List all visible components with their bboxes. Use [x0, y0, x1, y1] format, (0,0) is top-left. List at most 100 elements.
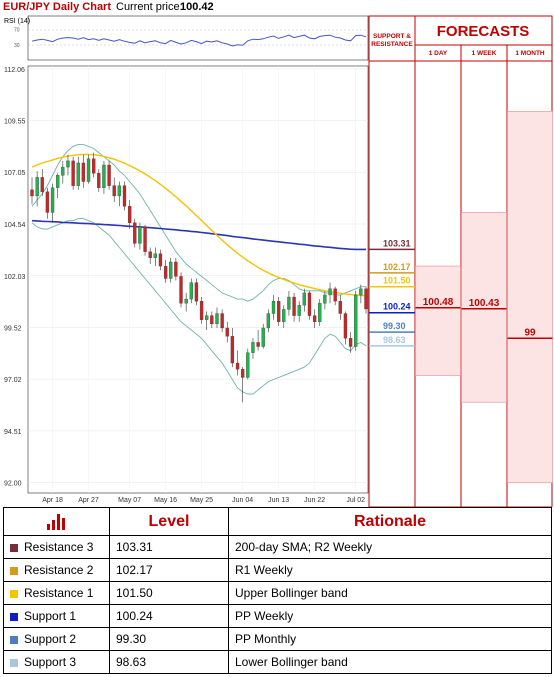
level-name-cell: Resistance 2 — [3, 558, 110, 582]
level-rationale-cell: 200-day SMA; R2 Weekly — [228, 535, 552, 559]
level-name-cell: Support 3 — [3, 650, 110, 674]
candle-up — [261, 327, 265, 347]
y-tick-label: 104.54 — [4, 222, 26, 229]
price-frame — [27, 65, 369, 494]
level-label: 98.63 — [383, 335, 406, 345]
bollinger-upper-line — [31, 143, 366, 302]
candle-down — [163, 265, 168, 279]
candle-down — [122, 185, 127, 207]
level-name-cell: Support 1 — [3, 604, 110, 628]
forecast-title: FORECASTS — [437, 23, 530, 40]
candle-up — [153, 253, 157, 258]
level-value-cell: 101.50 — [109, 581, 229, 605]
price-panel: 112.06 109.55 107.05 104.54 102.03 99.52 97.02… — [4, 65, 369, 504]
candle-down — [81, 162, 86, 182]
candle-up — [271, 301, 276, 314]
x-tick-label: Jun 04 — [232, 497, 253, 504]
candle-down — [210, 315, 214, 325]
candle-up — [318, 303, 322, 322]
candle-up — [205, 315, 209, 320]
candle-down — [230, 336, 235, 364]
candle-down — [312, 315, 317, 322]
level-label: 101.50 — [383, 276, 411, 286]
x-tick-label: May 16 — [154, 497, 177, 504]
level-rationale-cell: R1 Weekly — [228, 558, 552, 582]
forecast-range-box — [415, 265, 461, 376]
candle-up — [76, 162, 80, 186]
level-name: Resistance 3 — [24, 540, 94, 554]
x-tick-label: May 07 — [118, 497, 141, 504]
level-name-cell: Resistance 3 — [3, 535, 110, 559]
level-color-swatch — [10, 635, 18, 644]
level-rationale-cell: PP Weekly — [228, 604, 552, 628]
y-tick-label: 99.52 — [4, 326, 22, 333]
candle-up — [35, 177, 39, 197]
candle-down — [256, 342, 260, 347]
chart-header: EUR/JPY Daily Chart Current price: 100.4… — [0, 0, 370, 14]
forecast-col-1week: 1 WEEK — [472, 50, 497, 57]
table-header-icon-cell — [3, 507, 110, 536]
candle-up — [61, 166, 65, 176]
candle-down — [97, 173, 101, 188]
x-tick-label: Jul 02 — [346, 497, 365, 504]
candle-down — [364, 288, 368, 310]
x-tick-label: May 25 — [190, 497, 213, 504]
sma-50-line — [31, 153, 367, 297]
candle-down — [143, 226, 147, 252]
candle-up — [297, 305, 301, 316]
level-value-cell: 98.63 — [109, 650, 229, 674]
table-row: Resistance 2 102.17 R1 Weekly — [3, 558, 552, 582]
chart-title: EUR/JPY Daily Chart — [3, 1, 112, 13]
y-tick-label: 112.06 — [4, 67, 25, 74]
y-tick-label: 92.00 — [4, 481, 22, 488]
level-name: Support 1 — [24, 609, 77, 623]
level-name-cell: Support 2 — [3, 627, 110, 651]
sma-200-line — [31, 219, 366, 251]
candle-up — [251, 342, 255, 353]
candle-up — [282, 309, 286, 322]
bar-chart-icon — [46, 514, 65, 531]
level-value-cell: 100.24 — [109, 604, 229, 628]
candle-down — [158, 253, 163, 267]
y-tick-label: 94.51 — [4, 429, 22, 436]
candle-down — [241, 369, 245, 378]
level-name: Support 3 — [24, 655, 77, 669]
level-name: Resistance 2 — [24, 563, 94, 577]
level-color-swatch — [10, 566, 18, 575]
y-tick-label: 109.55 — [4, 119, 26, 126]
candle-down — [276, 301, 281, 322]
level-color-swatch — [10, 612, 18, 621]
current-price-label: Current price: — [116, 1, 183, 13]
current-price-value: 100.42 — [180, 1, 214, 13]
forecast-value-label: 100.48 — [423, 297, 454, 308]
y-tick-label: 102.03 — [4, 274, 26, 281]
candle-down — [107, 164, 111, 186]
forecast-panel: FORECASTS SUPPORT & RESISTANCE 1 DAY 1 W… — [368, 15, 553, 507]
x-tick-label: Jun 22 — [304, 497, 325, 504]
candle-up — [359, 288, 363, 296]
candle-up — [138, 226, 142, 244]
x-tick-label: Apr 27 — [78, 497, 99, 504]
sr-header-line2: RESISTANCE — [371, 41, 413, 48]
table-row: Support 3 98.63 Lower Bollinger band — [3, 650, 552, 674]
candle-up — [184, 298, 188, 304]
rsi-series — [31, 34, 367, 47]
level-name-cell: Resistance 1 — [3, 581, 110, 605]
rsi-panel: RSI (14) 70 30 — [4, 15, 369, 61]
candle-up — [354, 294, 358, 347]
candle-down — [148, 251, 152, 258]
candle-up — [287, 296, 291, 310]
forecast-col-1month: 1 MONTH — [515, 50, 545, 57]
forecast-value-label: 100.43 — [469, 298, 500, 309]
candle-down — [92, 158, 96, 174]
level-rationale-cell: PP Monthly — [228, 627, 552, 651]
candle-up — [102, 164, 106, 188]
candle-down — [333, 288, 337, 302]
candle-up — [302, 292, 306, 306]
level-value-cell: 99.30 — [109, 627, 229, 651]
candle-down — [174, 261, 178, 277]
y-tick-label: 107.05 — [4, 170, 26, 177]
candle-down — [307, 292, 312, 316]
level-label: 102.17 — [383, 262, 411, 272]
candle-down — [220, 313, 224, 329]
